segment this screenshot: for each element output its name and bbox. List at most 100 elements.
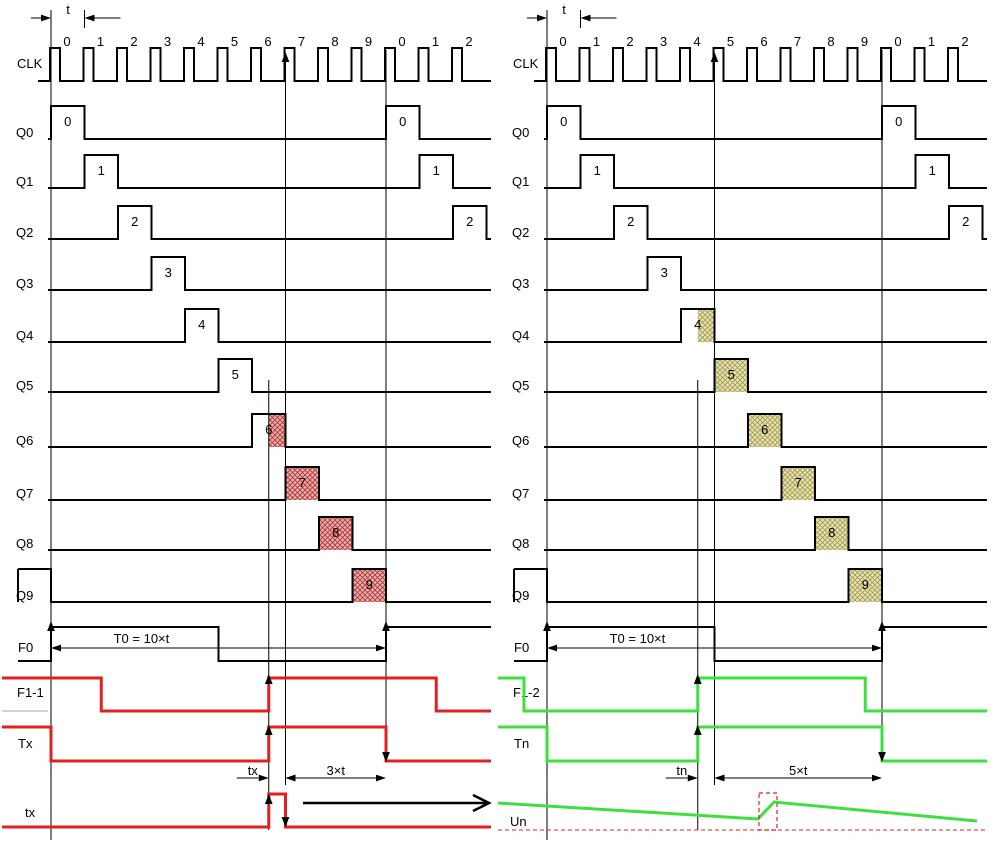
measure-label: tn: [676, 763, 687, 778]
q7-waveform: [544, 466, 987, 501]
q2-pulse-digit-2: 2: [627, 214, 634, 229]
q9-pulse-digit-9: 9: [862, 577, 869, 592]
clk-tick-number-0: 0: [559, 34, 566, 49]
f0-label: F0: [18, 640, 33, 655]
q6-hatch: [748, 414, 782, 447]
q4-pulse-digit-4: 4: [694, 317, 701, 332]
clk-edge-arrow: [710, 52, 719, 62]
q0-pulse-digit-10: 0: [895, 114, 902, 129]
period-label: t: [66, 2, 70, 17]
remaining-dimension-head-left: [285, 774, 296, 782]
transfer-arrow-head: [472, 793, 492, 813]
q8-hatch: [815, 517, 849, 550]
f0-period-dimension-head-right: [872, 644, 882, 652]
clk-tick-number-2: 2: [130, 34, 137, 49]
q9-hatch: [352, 569, 386, 602]
f0-waveform: [514, 626, 987, 662]
clk-tick-number-11: 1: [928, 34, 935, 49]
q6-hatch: [268, 414, 286, 447]
t-fall-arrow: [878, 752, 886, 762]
q1-label: Q1: [16, 174, 33, 189]
clk-tick-number-3: 3: [164, 34, 171, 49]
clk-tick-number-9: 9: [365, 34, 372, 49]
clk-tick-number-4: 4: [693, 34, 700, 49]
q5-pulse-digit-5: 5: [232, 367, 239, 382]
q0-label: Q0: [512, 125, 529, 140]
q0-waveform: [48, 105, 491, 140]
t-fall-arrow: [382, 752, 390, 762]
q4-label: Q4: [16, 328, 33, 343]
un-charge-window: [758, 792, 778, 831]
q6-label: Q6: [512, 433, 529, 448]
q7-label: Q7: [16, 486, 33, 501]
q4-label: Q4: [512, 328, 529, 343]
clk-tick-number-7: 7: [794, 34, 801, 49]
measure-arrow-in-left: [258, 774, 269, 782]
t-marker-arrow-right: [537, 14, 547, 22]
q2-pulse-digit-2: 2: [131, 214, 138, 229]
f1-label: F1-2: [513, 685, 540, 700]
t-rise-arrow: [264, 725, 273, 735]
f0-period-label: T0 = 10×t: [114, 631, 170, 646]
q9-waveform: [17, 568, 491, 603]
q3-label: Q3: [512, 276, 529, 291]
tx-pulse-waveform: [2, 792, 491, 829]
tx-pulse-rise-arrow: [264, 794, 273, 804]
f1-rise-arrow: [264, 674, 273, 684]
clk-tick-number-6: 6: [760, 34, 767, 49]
clk-waveform: [38, 47, 491, 82]
q5-pulse-digit-5: 5: [728, 367, 735, 382]
q1-pulse-digit-1: 1: [594, 163, 601, 178]
q4-hatch: [697, 309, 715, 342]
q8-label: Q8: [512, 536, 529, 551]
q3-pulse-digit-3: 3: [661, 265, 668, 280]
q8-hatch: [319, 517, 353, 550]
remaining-dimension-head-right: [872, 774, 882, 782]
q1-label: Q1: [512, 174, 529, 189]
f1-label: F1-1: [17, 685, 44, 700]
f0-period-dimension-head-left: [51, 644, 61, 652]
f0-waveform: [18, 626, 491, 662]
t-label: Tn: [514, 736, 529, 751]
q4-waveform: [48, 308, 491, 343]
q8-pulse-digit-8: 8: [332, 525, 339, 540]
q5-waveform: [544, 358, 987, 393]
un-label: Un: [510, 814, 527, 829]
f1-waveform: [2, 676, 491, 713]
clk-tick-number-7: 7: [298, 34, 305, 49]
f0-label: F0: [514, 640, 529, 655]
clk-tick-number-4: 4: [197, 34, 204, 49]
t-marker-arrow-right: [41, 14, 51, 22]
t-waveform: [498, 725, 987, 763]
period-label: t: [562, 2, 566, 17]
q3-waveform: [48, 256, 491, 291]
tx-pulse-label: tx: [25, 805, 36, 820]
clk-waveform: [534, 47, 987, 82]
f1-waveform: [498, 676, 987, 713]
q1-waveform: [48, 154, 491, 189]
measure-label: tx: [248, 763, 259, 778]
q1-pulse-digit-11: 1: [433, 163, 440, 178]
q7-label: Q7: [512, 486, 529, 501]
q2-waveform: [544, 205, 987, 240]
q5-hatch: [714, 359, 748, 392]
clk-tick-number-1: 1: [593, 34, 600, 49]
q2-pulse-digit-12: 2: [962, 214, 969, 229]
q7-pulse-digit-7: 7: [795, 475, 802, 490]
clk-edge-arrow: [281, 52, 290, 62]
clk-tick-number-10: 0: [894, 34, 901, 49]
clk-label: CLK: [513, 56, 539, 71]
f0-period-dimension-head-left: [547, 644, 557, 652]
clk-tick-number-6: 6: [264, 34, 271, 49]
q0-pulse-digit-10: 0: [399, 114, 406, 129]
q3-label: Q3: [16, 276, 33, 291]
q5-waveform: [48, 358, 491, 393]
f0-period-dimension-head-right: [376, 644, 386, 652]
q0-waveform: [544, 105, 987, 140]
clk-tick-number-9: 9: [861, 34, 868, 49]
t-rise-arrow: [693, 725, 702, 735]
clk-label: CLK: [17, 56, 43, 71]
q8-waveform: [48, 516, 491, 551]
q1-waveform: [544, 154, 987, 189]
clk-tick-number-3: 3: [660, 34, 667, 49]
